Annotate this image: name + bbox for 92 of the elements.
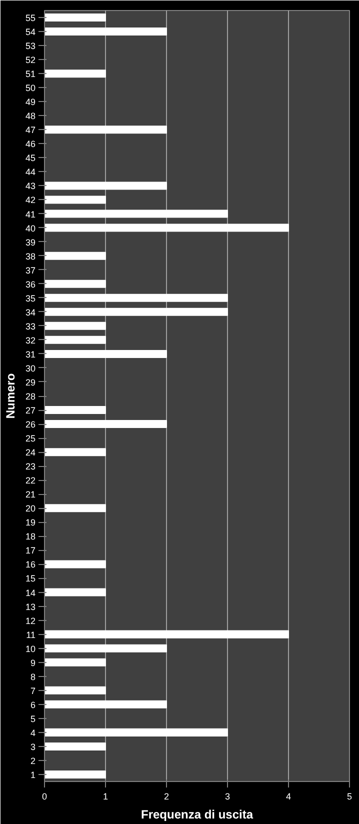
bar — [44, 322, 106, 330]
y-tick-label: 37 — [25, 265, 36, 276]
y-tick-label: 8 — [30, 672, 36, 682]
y-tick-label: 21 — [25, 490, 36, 500]
y-tick-label: 30 — [25, 363, 36, 374]
y-tick-label: 19 — [25, 518, 36, 528]
bar — [44, 196, 106, 204]
bar — [44, 350, 167, 358]
bar — [44, 70, 106, 78]
y-tick-label: 1 — [30, 770, 36, 780]
y-tick-label: 48 — [25, 111, 36, 122]
bar — [44, 294, 228, 302]
y-tick-label: 16 — [25, 560, 36, 570]
y-tick-label: 24 — [25, 448, 36, 458]
y-tick-label: 44 — [25, 167, 36, 178]
y-tick-label: 9 — [30, 658, 36, 668]
bar — [44, 448, 106, 456]
y-tick-label: 12 — [25, 616, 36, 626]
y-tick-label: 41 — [25, 209, 36, 220]
y-tick-label: 28 — [25, 392, 36, 402]
y-tick-label: 52 — [25, 55, 36, 66]
y-tick-label: 2 — [30, 756, 36, 766]
y-tick-label: 31 — [25, 349, 36, 360]
bar — [44, 182, 167, 190]
y-tick-label: 45 — [25, 153, 36, 164]
bar — [44, 420, 167, 428]
bar — [44, 742, 106, 750]
y-tick-label: 13 — [25, 602, 36, 612]
x-tick-label: 5 — [346, 792, 352, 802]
bar — [44, 252, 106, 260]
y-tick-label: 22 — [25, 476, 36, 486]
y-axis-title: Numero — [3, 373, 18, 419]
y-tick-label: 33 — [25, 321, 36, 332]
bar — [44, 700, 167, 708]
y-tick-label: 27 — [25, 406, 36, 416]
bar — [44, 280, 106, 288]
bar — [44, 210, 228, 218]
y-tick-label: 34 — [25, 307, 36, 318]
y-tick-label: 35 — [25, 293, 36, 304]
y-tick-label: 23 — [25, 462, 36, 472]
bar — [44, 406, 106, 414]
y-tick-label: 20 — [25, 504, 36, 514]
y-tick-label: 50 — [25, 83, 36, 94]
bar — [44, 770, 106, 778]
y-tick-label: 46 — [25, 139, 36, 150]
y-tick-label: 11 — [26, 630, 36, 640]
bar — [44, 224, 289, 232]
y-tick-label: 36 — [25, 279, 36, 290]
y-tick-label: 5 — [30, 714, 36, 724]
bar — [44, 658, 106, 666]
y-tick-label: 49 — [25, 97, 36, 108]
x-tick-label: 2 — [164, 792, 170, 802]
bar — [44, 14, 106, 22]
y-tick-label: 4 — [30, 728, 36, 738]
y-tick-label: 54 — [25, 27, 36, 38]
y-tick-label: 7 — [30, 686, 36, 696]
y-tick-label: 17 — [25, 546, 36, 556]
y-tick-label: 39 — [25, 237, 36, 248]
x-axis-title: Frequenza di uscita — [140, 808, 254, 822]
bar — [44, 28, 167, 36]
bar — [44, 588, 106, 596]
x-tick-label: 0 — [42, 792, 48, 802]
y-tick-label: 51 — [25, 69, 36, 80]
y-tick-label: 32 — [25, 335, 36, 346]
bar — [44, 126, 167, 134]
y-tick-label: 40 — [25, 223, 36, 234]
x-tick-label: 1 — [102, 792, 108, 802]
bar — [44, 560, 106, 568]
y-tick-label: 10 — [25, 644, 36, 654]
y-tick-label: 18 — [25, 532, 36, 542]
bar — [44, 686, 106, 694]
x-tick-label: 4 — [286, 792, 292, 802]
y-tick-label: 53 — [25, 41, 36, 52]
y-tick-label: 38 — [25, 251, 36, 262]
bar — [44, 644, 167, 652]
x-tick-label: 3 — [224, 792, 230, 802]
y-tick-label: 47 — [25, 125, 36, 136]
bar — [44, 504, 106, 512]
y-tick-label: 3 — [30, 742, 36, 752]
bar — [44, 336, 106, 344]
y-tick-label: 6 — [30, 700, 36, 710]
y-tick-label: 15 — [25, 574, 36, 584]
y-tick-label: 43 — [25, 181, 36, 192]
bar — [44, 630, 289, 638]
y-tick-label: 25 — [25, 434, 36, 444]
y-tick-label: 42 — [25, 195, 36, 206]
bar — [44, 728, 228, 736]
y-tick-label: 26 — [25, 420, 36, 430]
y-tick-label: 14 — [25, 588, 36, 598]
y-tick-label: 29 — [25, 377, 36, 388]
bar — [44, 308, 228, 316]
y-tick-label: 55 — [25, 13, 36, 24]
